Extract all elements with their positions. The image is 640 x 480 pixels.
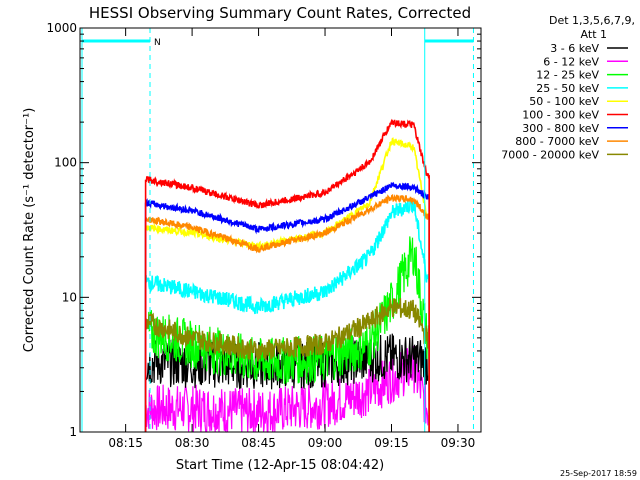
legend-entry-label: 7000 - 20000 keV (501, 148, 599, 161)
x-tick-label: 09:15 (374, 436, 409, 450)
plot-frame (79, 27, 482, 433)
x-axis-label: Start Time (12-Apr-15 08:04:42) (176, 458, 384, 473)
axes: 08:15 08:30 08:45 09:00 09:15 09:30 1 10 100 1000 (46, 21, 481, 450)
series-line-800-7000-keV (144, 193, 430, 432)
series-line-100-300-keV (144, 118, 430, 432)
footer-timestamp: 25-Sep-2017 18:59 (560, 469, 637, 478)
legend-entry-label: 6 - 12 keV (543, 55, 599, 68)
legend-entry-label: 50 - 100 keV (529, 95, 599, 108)
y-tick-label: 1 (69, 425, 77, 439)
legend-entry-label: 300 - 800 keV (522, 122, 599, 135)
x-tick-label: 09:00 (308, 436, 343, 450)
legend-entry-label: 100 - 300 keV (522, 109, 599, 122)
series-line-6-12-keV (145, 345, 430, 433)
series-line-300-800-keV (144, 181, 430, 432)
legend-entry-label: 3 - 6 keV (550, 42, 599, 55)
chart-title: HESSI Observing Summary Count Rates, Cor… (89, 4, 471, 22)
series-line-12-25-keV (145, 236, 430, 433)
attenuator-label: N (154, 38, 161, 48)
plot-area: N (81, 28, 474, 433)
x-tick-label: 08:15 (108, 436, 143, 450)
legend-entry-label: 25 - 50 keV (536, 82, 599, 95)
y-tick-label: 10 (62, 290, 77, 304)
series-line-7000-20000-keV (144, 298, 430, 433)
y-axis-label: Corrected Count Rate (s⁻¹ detector⁻¹) (22, 108, 37, 353)
y-tick-label: 1000 (46, 21, 77, 35)
x-tick-label: 09:30 (441, 436, 476, 450)
x-tick-label: 08:30 (175, 436, 210, 450)
legend-entry-label: 800 - 7000 keV (515, 135, 599, 148)
y-tick-label: 100 (54, 156, 77, 170)
series-line-25-50-keV (144, 199, 430, 432)
legend-header: Att 1 (581, 28, 607, 41)
legend-entry-label: 12 - 25 keV (536, 69, 599, 82)
legend-header: Det 1,3,5,6,7,9, (549, 14, 635, 27)
x-tick-label: 08:45 (241, 436, 276, 450)
